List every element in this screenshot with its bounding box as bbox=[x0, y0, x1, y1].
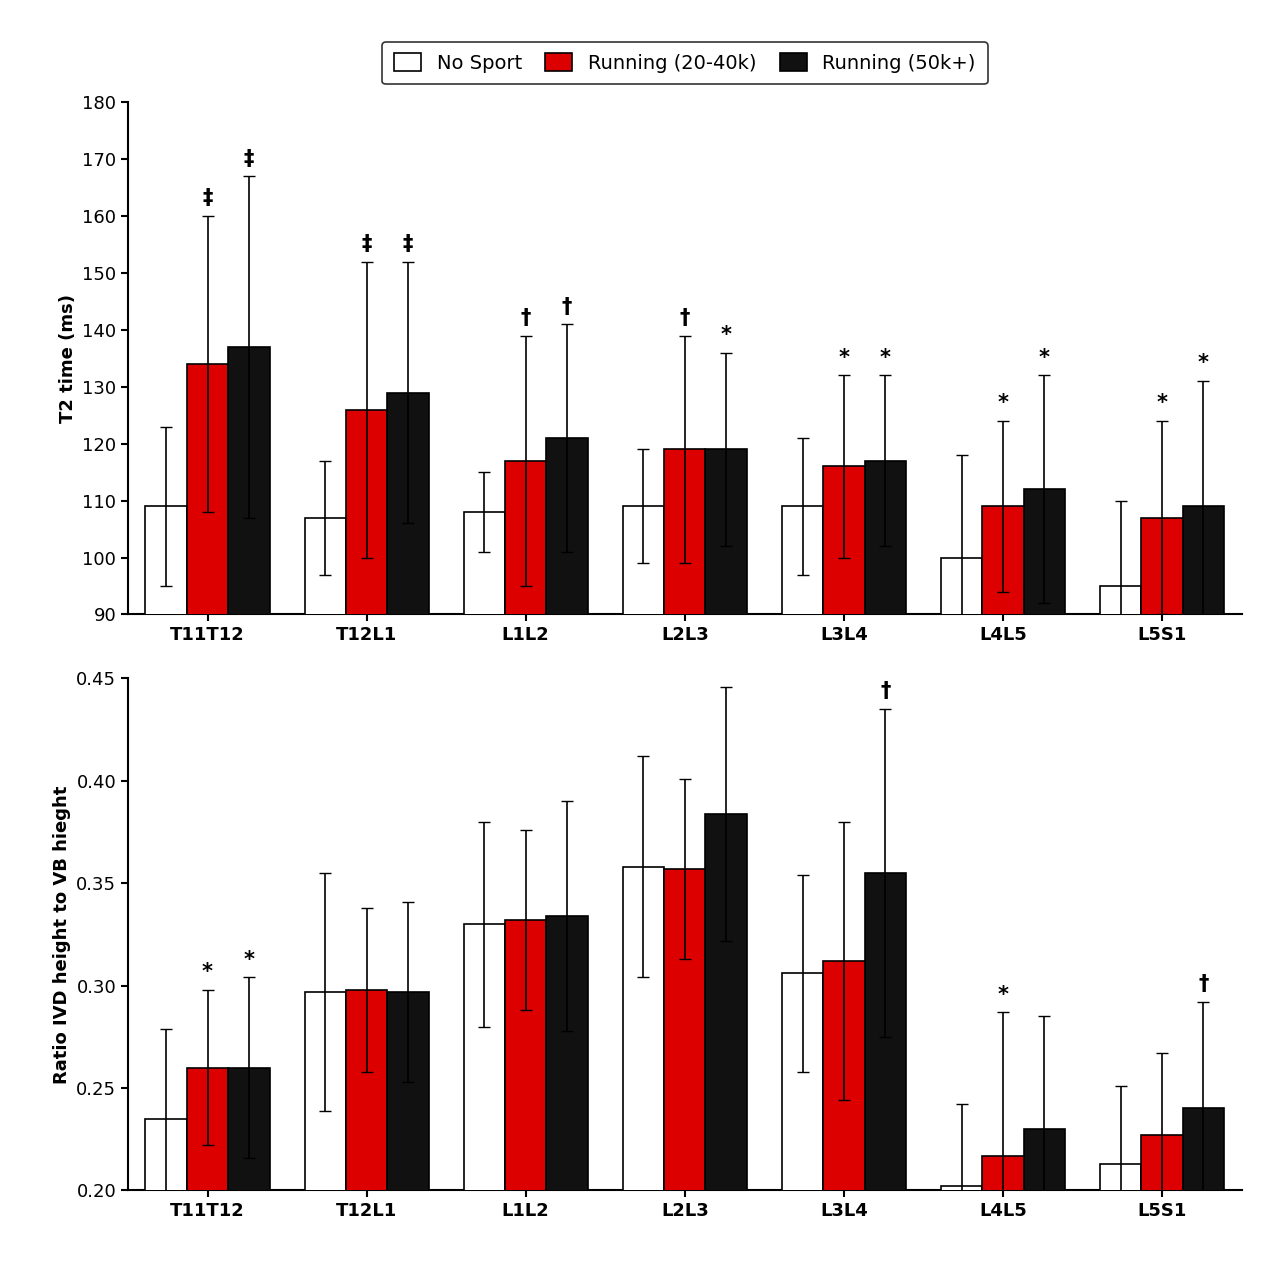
Text: ‡: ‡ bbox=[202, 188, 212, 209]
Bar bbox=[305, 992, 346, 1280]
Text: *: * bbox=[1039, 348, 1050, 367]
Text: †: † bbox=[562, 297, 572, 316]
Bar bbox=[506, 461, 547, 1126]
Text: †: † bbox=[521, 308, 531, 328]
Bar bbox=[864, 873, 906, 1280]
Bar bbox=[146, 507, 187, 1126]
Bar bbox=[941, 558, 982, 1126]
Text: *: * bbox=[721, 325, 732, 346]
Text: ‡: ‡ bbox=[403, 234, 413, 253]
Bar bbox=[1024, 489, 1065, 1126]
Text: *: * bbox=[997, 984, 1009, 1005]
Bar bbox=[782, 507, 823, 1126]
Bar bbox=[823, 466, 864, 1126]
Bar bbox=[823, 961, 864, 1280]
Text: *: * bbox=[243, 950, 255, 970]
Bar bbox=[388, 393, 429, 1126]
Bar bbox=[1024, 1129, 1065, 1280]
Text: *: * bbox=[1198, 353, 1208, 374]
Legend: No Sport, Running (20-40k), Running (50k+): No Sport, Running (20-40k), Running (50k… bbox=[381, 42, 988, 84]
Text: ‡: ‡ bbox=[361, 234, 371, 253]
Bar bbox=[982, 507, 1024, 1126]
Text: *: * bbox=[997, 393, 1009, 413]
Bar bbox=[705, 814, 746, 1280]
Bar bbox=[664, 869, 705, 1280]
Text: *: * bbox=[1157, 393, 1167, 413]
Bar bbox=[506, 920, 547, 1280]
Text: *: * bbox=[838, 348, 850, 367]
Bar bbox=[305, 517, 346, 1126]
Bar bbox=[1142, 1135, 1183, 1280]
Bar bbox=[547, 916, 588, 1280]
Bar bbox=[1183, 1108, 1224, 1280]
Bar bbox=[782, 973, 823, 1280]
Bar bbox=[982, 1156, 1024, 1280]
Bar bbox=[388, 992, 429, 1280]
Bar bbox=[1142, 517, 1183, 1126]
Bar bbox=[705, 449, 746, 1126]
Text: †: † bbox=[881, 681, 891, 701]
Bar bbox=[941, 1187, 982, 1280]
Bar bbox=[146, 1119, 187, 1280]
Bar bbox=[346, 989, 388, 1280]
Text: †: † bbox=[1198, 974, 1208, 995]
Text: ‡: ‡ bbox=[243, 148, 255, 169]
Bar bbox=[1100, 586, 1142, 1126]
Bar bbox=[187, 364, 228, 1126]
Bar bbox=[346, 410, 388, 1126]
Bar bbox=[228, 1068, 270, 1280]
Text: †: † bbox=[680, 308, 690, 328]
Bar bbox=[623, 507, 664, 1126]
Bar bbox=[463, 512, 506, 1126]
Bar bbox=[547, 438, 588, 1126]
Y-axis label: T2 time (ms): T2 time (ms) bbox=[59, 294, 77, 422]
Text: *: * bbox=[202, 963, 212, 982]
Bar bbox=[664, 449, 705, 1126]
Bar bbox=[228, 347, 270, 1126]
Bar bbox=[187, 1068, 228, 1280]
Bar bbox=[1100, 1164, 1142, 1280]
Y-axis label: Ratio IVD height to VB hieght: Ratio IVD height to VB hieght bbox=[52, 785, 70, 1084]
Bar bbox=[623, 867, 664, 1280]
Bar bbox=[463, 924, 506, 1280]
Bar bbox=[1183, 507, 1224, 1126]
Text: *: * bbox=[879, 348, 891, 367]
Bar bbox=[864, 461, 906, 1126]
